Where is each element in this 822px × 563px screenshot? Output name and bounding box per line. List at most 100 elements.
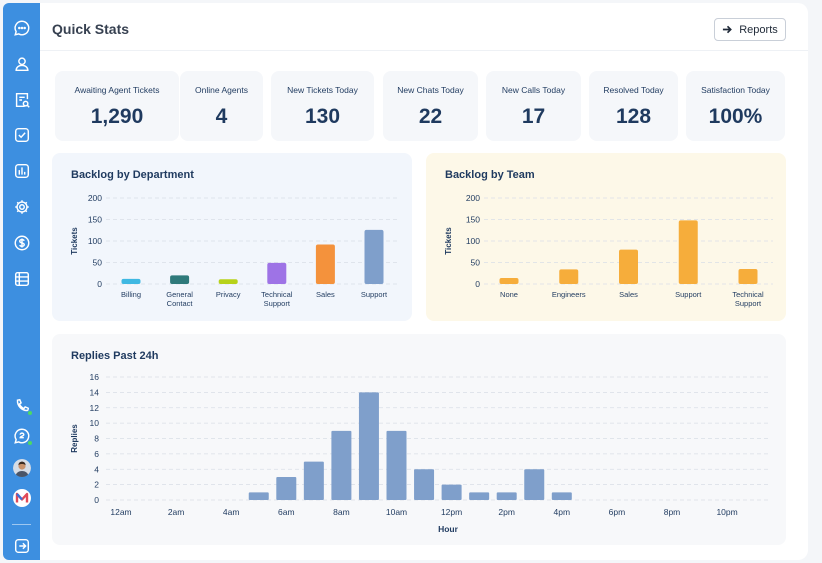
y-tick-label: 6	[94, 449, 99, 459]
stat-value: 17	[521, 105, 546, 128]
page-title: Quick Stats	[52, 21, 130, 37]
bar-chart-icon[interactable]	[12, 161, 31, 180]
reports-button[interactable]: Reports	[714, 18, 786, 41]
y-tick-label: 50	[93, 258, 103, 268]
y-tick-label: 200	[88, 193, 102, 203]
stat-value: 22	[418, 105, 443, 128]
bar	[619, 249, 638, 284]
y-axis-label: Tickets	[444, 227, 453, 255]
sidebar	[3, 3, 40, 560]
y-tick-label: 0	[475, 279, 480, 289]
stat-value: 4	[215, 105, 228, 128]
x-tick-label: Support	[675, 290, 702, 299]
y-tick-label: 150	[88, 215, 102, 225]
search-document-icon[interactable]	[12, 90, 31, 109]
y-tick-label: 2	[94, 480, 99, 490]
stat-label: New Calls Today	[501, 85, 566, 95]
x-tick-label: Sales	[316, 290, 335, 299]
x-tick-label: Technical	[261, 290, 293, 299]
bar	[364, 229, 384, 284]
page-header: Quick Stats Reports	[40, 3, 808, 51]
user-avatar[interactable]	[13, 459, 31, 477]
chat-icon[interactable]	[12, 18, 31, 37]
x-tick-label: Support	[264, 299, 291, 308]
y-tick-label: 14	[90, 387, 100, 397]
x-axis-label: Hour	[438, 524, 459, 534]
bar	[559, 269, 579, 284]
bar	[276, 476, 297, 500]
x-tick-label: 12pm	[441, 507, 462, 517]
bar	[551, 492, 572, 500]
logo-m-icon[interactable]	[13, 489, 31, 507]
user-icon[interactable]	[12, 54, 31, 73]
dollar-icon[interactable]	[12, 233, 31, 252]
phone-icon[interactable]	[12, 396, 33, 416]
chat-status-icon[interactable]	[12, 426, 33, 446]
chart-title: Backlog by Team	[445, 169, 535, 181]
bar	[315, 244, 335, 284]
logout-icon[interactable]	[12, 536, 31, 555]
bar	[170, 275, 190, 284]
backlog-by-department-chart: 0 50 100 150 200 Tickets Billing GeneralContact…	[70, 193, 399, 308]
bar	[267, 262, 287, 284]
stat-label: Online Agents	[195, 85, 248, 95]
y-tick-label: 12	[90, 403, 100, 413]
bar	[738, 268, 758, 284]
x-tick-label: Sales	[619, 290, 638, 299]
y-tick-label: 4	[94, 464, 99, 474]
stat-label: Resolved Today	[603, 85, 664, 95]
chart-title: Replies Past 24h	[71, 350, 159, 362]
bar	[121, 278, 141, 284]
stat-card: New Calls Today 17	[486, 71, 581, 141]
checkbox-icon[interactable]	[12, 125, 31, 144]
x-tick-label: 10am	[386, 507, 407, 517]
chart-title: Backlog by Department	[71, 169, 194, 181]
x-tick-label: 8am	[333, 507, 350, 517]
x-tick-label: 6am	[278, 507, 295, 517]
x-tick-label: Privacy	[216, 290, 241, 299]
bar	[496, 492, 517, 500]
stat-card: Resolved Today 128	[589, 71, 678, 141]
replies-past-24h-chart: 0 2 4 6 8 10 12 14 16 Replies 12am 2am 4am 6am 8am 10am…	[70, 372, 770, 534]
list-icon[interactable]	[12, 269, 31, 288]
x-tick-label: None	[500, 290, 518, 299]
online-status-dot	[27, 440, 33, 446]
main-content: Quick Stats Reports Awaiting Agent Ticke…	[40, 3, 808, 560]
online-status-dot	[27, 410, 33, 416]
sidebar-divider	[12, 524, 31, 525]
gear-icon[interactable]	[12, 197, 31, 216]
bar	[248, 492, 269, 500]
y-tick-label: 50	[471, 258, 481, 268]
backlog-by-team-chart: 0 50 100 150 200 Tickets None Engineers Sales Sup…	[444, 193, 773, 308]
y-tick-label: 8	[94, 434, 99, 444]
replies-past-24h-panel: Replies Past 24h 0 2 4 6 8 10 12 14 16 Replies 12a…	[52, 334, 786, 545]
y-tick-label: 100	[466, 236, 480, 246]
bar	[441, 484, 462, 500]
stat-value: 1,290	[90, 105, 144, 128]
y-tick-label: 10	[90, 418, 100, 428]
x-tick-label: Contact	[167, 299, 194, 308]
bar	[218, 279, 238, 284]
y-tick-label: 100	[88, 236, 102, 246]
x-tick-label: Technical	[732, 290, 764, 299]
stat-label: New Chats Today	[397, 85, 464, 95]
bar	[414, 469, 435, 500]
bar	[499, 277, 519, 284]
bar	[524, 469, 545, 500]
y-tick-label: 0	[94, 495, 99, 505]
stat-card: New Tickets Today 130	[271, 71, 374, 141]
stat-label: Satisfaction Today	[701, 85, 770, 95]
y-tick-label: 150	[466, 215, 480, 225]
x-tick-label: 10pm	[716, 507, 737, 517]
x-tick-label: General	[166, 290, 193, 299]
backlog-by-team-panel: Backlog by Team 0 50 100 150 200 Tickets None E…	[426, 153, 786, 321]
x-tick-label: 2pm	[498, 507, 515, 517]
x-tick-label: Support	[735, 299, 762, 308]
stat-value: 128	[615, 105, 652, 128]
x-tick-label: Billing	[121, 290, 141, 299]
stat-card: New Chats Today 22	[383, 71, 478, 141]
stat-card: Awaiting Agent Tickets 1,290	[55, 71, 179, 141]
stat-card: Online Agents 4	[180, 71, 263, 141]
x-tick-label: Support	[361, 290, 388, 299]
